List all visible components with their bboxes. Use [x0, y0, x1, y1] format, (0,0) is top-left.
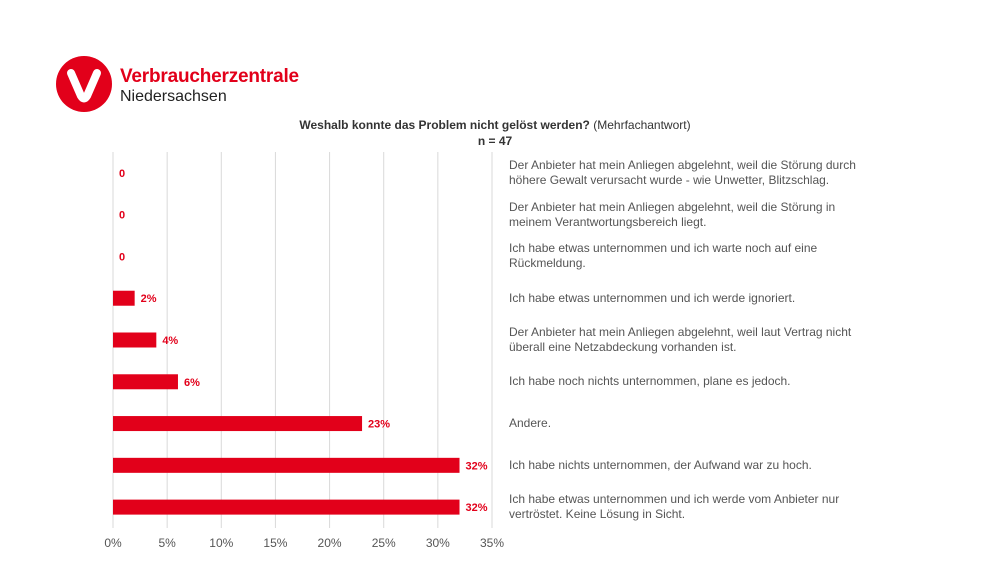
v-check-mark-icon: [56, 56, 112, 112]
data-label: 6%: [184, 377, 200, 389]
data-label: 0: [119, 251, 125, 263]
category-label: Der Anbieter hat mein Anliegen abgelehnt…: [509, 325, 852, 354]
bar: [113, 416, 363, 432]
x-tick-label: 10%: [209, 536, 233, 550]
x-tick-label: 30%: [426, 536, 450, 550]
data-label: 32%: [466, 502, 488, 514]
data-label: 32%: [466, 460, 488, 472]
data-label: 2%: [141, 293, 157, 305]
chart-title-suffix: (Mehrfachantwort): [593, 118, 691, 132]
data-label: 23%: [368, 419, 390, 431]
data-label: 4%: [162, 335, 178, 347]
bar: [113, 332, 157, 348]
x-tick-label: 5%: [158, 536, 176, 550]
bar: [113, 457, 460, 473]
x-tick-label: 20%: [318, 536, 342, 550]
x-tick-label: 0%: [104, 536, 122, 550]
category-label: Der Anbieter hat mein Anliegen abgelehnt…: [509, 199, 836, 229]
data-label: 0: [119, 168, 125, 180]
bar: [113, 499, 460, 515]
data-label: 0: [119, 210, 125, 222]
x-tick-label: 15%: [263, 536, 287, 550]
category-label: Ich habe etwas unternommen und ich warte…: [509, 241, 818, 271]
brand-name: Verbraucherzentrale: [120, 66, 299, 87]
logo: Verbraucherzentrale Niedersachsen: [56, 56, 316, 116]
chart-title: Weshalb konnte das Problem nicht gelöst …: [200, 118, 790, 132]
x-tick-label: 25%: [372, 536, 396, 550]
bar: [113, 290, 135, 306]
category-label: Ich habe nichts unternommen, der Aufwand…: [509, 457, 812, 472]
category-label: Der Anbieter hat mein Anliegen abgelehnt…: [509, 157, 856, 187]
category-label: Ich habe noch nichts unternommen, plane …: [509, 374, 791, 389]
category-label: Ich habe etwas unternommen und ich werde…: [509, 492, 840, 522]
brand-region: Niedersachsen: [120, 88, 227, 105]
chart-subtitle: n = 47: [477, 134, 513, 148]
category-label: Andere.: [509, 416, 552, 431]
x-tick-label: 35%: [480, 536, 504, 550]
chart-title-question: Weshalb konnte das Problem nicht gelöst …: [299, 118, 590, 132]
category-label: Ich habe etwas unternommen und ich werde…: [509, 290, 796, 305]
bar: [113, 374, 178, 390]
